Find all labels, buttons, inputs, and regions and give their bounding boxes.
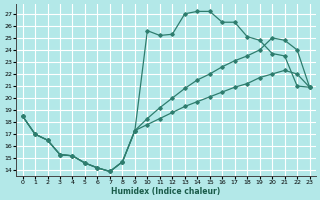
X-axis label: Humidex (Indice chaleur): Humidex (Indice chaleur) xyxy=(111,187,221,196)
